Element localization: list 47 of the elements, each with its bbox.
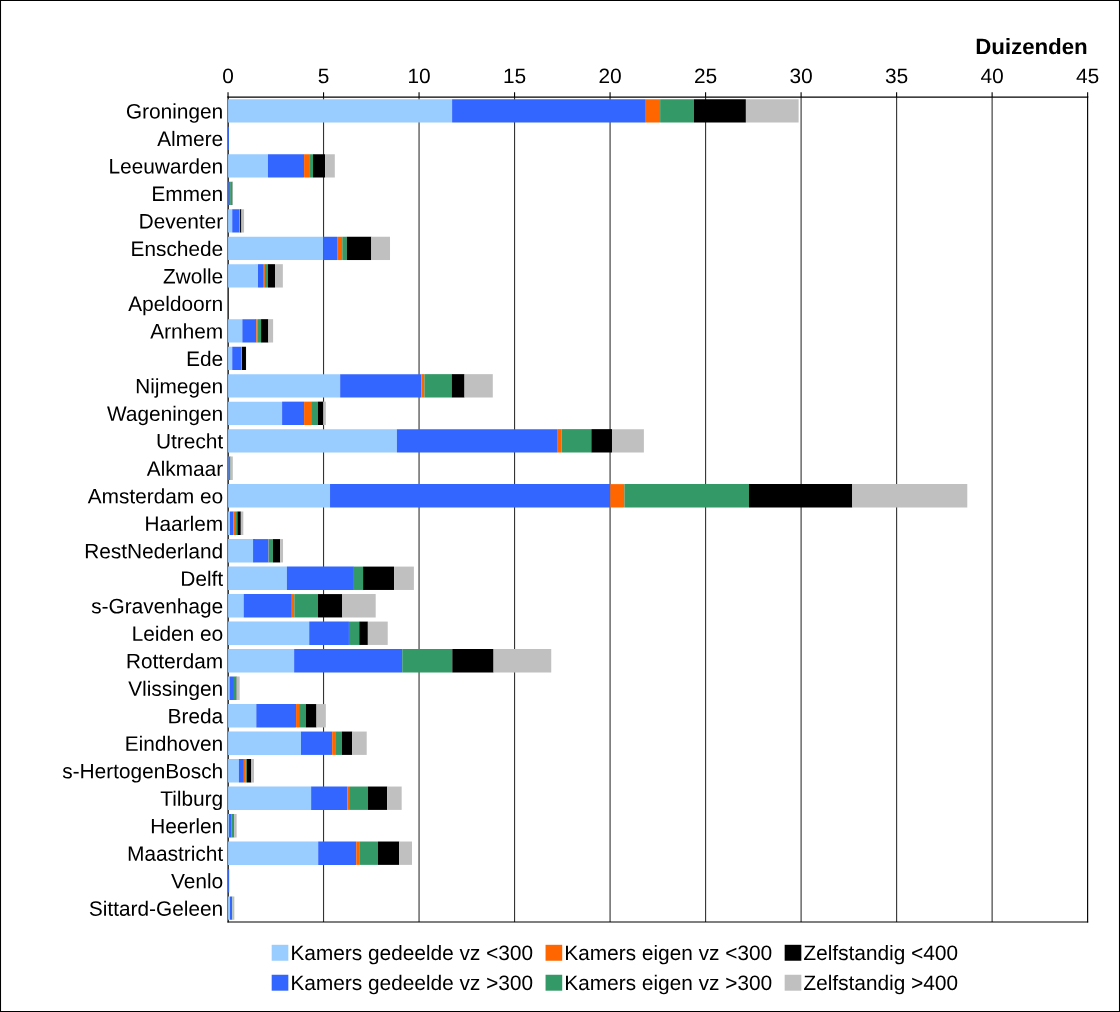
legend-label: Kamers eigen vz <300 xyxy=(566,944,772,965)
y-tick-label: Zwolle xyxy=(163,268,223,284)
y-tick-label: Emmen xyxy=(153,186,222,202)
y-tick-label: Leiden eo xyxy=(133,625,223,642)
x-tick-label: 20 xyxy=(599,68,621,84)
y-tick-label: Utrecht xyxy=(157,433,224,449)
x-tick-label: 0 xyxy=(223,68,234,84)
y-tick-label: Rotterdam xyxy=(127,653,222,669)
x-tick-label: 40 xyxy=(981,68,1003,84)
y-tick-label: s-Gravenhage xyxy=(91,598,223,618)
legend-label: Zelfstandig >400 xyxy=(804,974,958,995)
legend-label: Kamers eigen vz >300 xyxy=(566,974,772,995)
y-tick-label: Wageningen xyxy=(107,405,222,426)
y-tick-label: Groningen xyxy=(126,103,222,123)
x-tick-label: 30 xyxy=(790,68,812,84)
y-tick-label: Amsterdam eo xyxy=(87,488,223,504)
y-tick-label: Apeldoorn xyxy=(128,295,222,316)
y-tick-label: Almere xyxy=(157,130,223,147)
y-tick-label: Deventer xyxy=(140,214,223,229)
y-tick-label: Nijmegen xyxy=(136,378,222,398)
y-tick-label: s-HertogenBosch xyxy=(62,763,222,783)
y-tick-label: Enschede xyxy=(132,240,223,257)
x-tick-label: 35 xyxy=(885,68,908,84)
y-tick-label: Breda xyxy=(169,708,224,724)
y-tick-label: Eindhoven xyxy=(126,735,222,751)
y-tick-label: Venlo xyxy=(171,873,223,889)
legend-label: Kamers gedeelde vz >300 xyxy=(292,974,533,995)
y-tick-label: Heerlen xyxy=(151,818,222,834)
x-tick-label: 15 xyxy=(504,68,526,84)
y-tick-label: RestNederland xyxy=(85,543,222,559)
y-tick-label: Haarlem xyxy=(146,515,222,532)
y-tick-label: Delft xyxy=(182,570,224,587)
y-tick-label: Maastricht xyxy=(128,845,224,861)
y-tick-label: Arnhem xyxy=(150,323,222,339)
legend-label: Zelfstandig <400 xyxy=(804,944,958,965)
legend-label: Kamers gedeelde vz <300 xyxy=(292,944,533,965)
y-tick-label: Tilburg xyxy=(160,790,222,811)
y-tick-label: Vlissingen xyxy=(128,680,222,701)
x-tick-label: 45 xyxy=(1076,68,1099,84)
y-tick-label: Sittard-Geleen xyxy=(89,900,222,916)
y-tick-label: Alkmaar xyxy=(146,460,223,477)
x-axis-title: Duizenden xyxy=(976,38,1087,55)
y-tick-label: Leeuwarden xyxy=(110,158,222,174)
x-tick-label: 25 xyxy=(695,68,717,84)
x-tick-label: 5 xyxy=(318,68,329,84)
x-tick-label: 10 xyxy=(409,68,430,84)
y-tick-label: Ede xyxy=(187,350,223,367)
